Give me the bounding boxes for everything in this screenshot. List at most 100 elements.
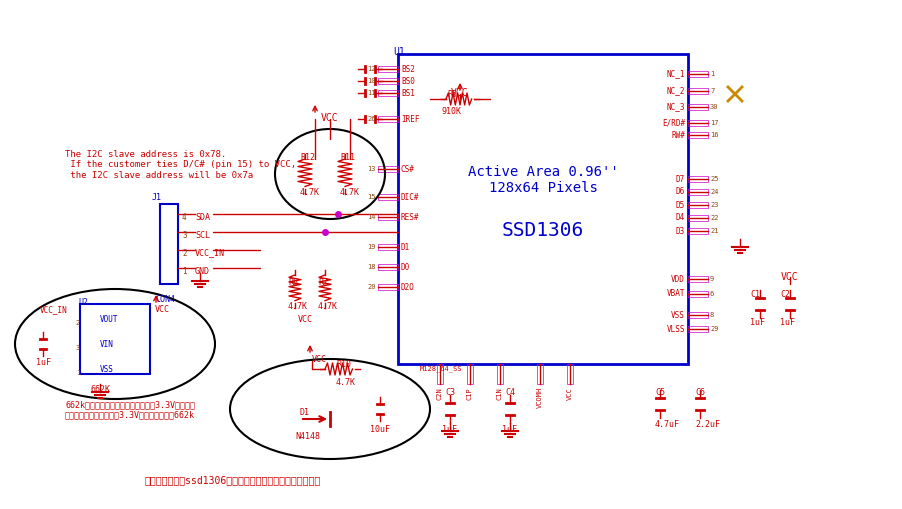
Text: C2N: C2N — [437, 386, 443, 399]
Text: D1: D1 — [400, 242, 410, 251]
Text: 4.7K: 4.7K — [318, 301, 337, 310]
Text: C1N: C1N — [496, 386, 502, 399]
Text: CON4: CON4 — [155, 294, 175, 303]
Bar — [378, 117, 398, 123]
Bar — [687, 203, 707, 209]
Text: M128_64_SS: M128_64_SS — [419, 364, 462, 371]
Text: U1: U1 — [392, 47, 404, 57]
Bar — [466, 364, 473, 384]
Bar — [378, 215, 398, 220]
Text: 7: 7 — [709, 88, 713, 94]
Text: R11: R11 — [340, 153, 354, 162]
Bar — [378, 166, 398, 173]
Text: C6: C6 — [695, 387, 704, 396]
Text: C4: C4 — [504, 387, 514, 396]
Bar — [566, 364, 573, 384]
Bar — [378, 79, 398, 85]
Text: 21: 21 — [709, 228, 718, 234]
Bar — [687, 292, 707, 297]
Bar — [378, 285, 398, 291]
Text: NC_3: NC_3 — [666, 102, 685, 111]
Text: 2: 2 — [76, 319, 80, 325]
Text: 1uF: 1uF — [502, 424, 517, 433]
Text: 4: 4 — [182, 212, 187, 221]
Bar — [437, 364, 443, 384]
Text: VIN: VIN — [100, 340, 114, 348]
Text: VLSS: VLSS — [666, 324, 685, 333]
Text: 23: 23 — [709, 202, 718, 208]
Bar — [687, 121, 707, 127]
Text: 1uF: 1uF — [442, 424, 457, 433]
Text: 4.7K: 4.7K — [288, 301, 308, 310]
Text: 硬件复位电路，ssd1306在上电额间需要复位，才能正常工作: 硬件复位电路，ssd1306在上电额间需要复位，才能正常工作 — [144, 474, 321, 484]
Text: N4148: N4148 — [295, 431, 319, 440]
Text: RES#: RES# — [400, 212, 419, 221]
Text: 1: 1 — [709, 71, 713, 77]
Text: VCOMH: VCOMH — [537, 386, 542, 407]
Text: R12: R12 — [299, 153, 315, 162]
Text: 20: 20 — [367, 284, 375, 290]
Bar — [496, 364, 502, 384]
Text: NC_2: NC_2 — [666, 87, 685, 95]
Bar — [687, 276, 707, 282]
Text: 4.7K: 4.7K — [336, 377, 355, 386]
Text: 4.7uF: 4.7uF — [654, 419, 679, 428]
Text: VCC: VCC — [312, 354, 327, 363]
Text: 18: 18 — [367, 264, 375, 269]
Bar — [687, 105, 707, 111]
Text: R10: R10 — [336, 359, 351, 369]
Text: 15: 15 — [367, 193, 375, 200]
Text: SCL: SCL — [195, 230, 210, 239]
Text: 662K: 662K — [90, 384, 110, 393]
Text: BS1: BS1 — [400, 89, 414, 97]
Bar — [687, 89, 707, 95]
Text: 1uF: 1uF — [35, 357, 51, 366]
Text: 2.2uF: 2.2uF — [695, 419, 719, 428]
Text: VCC: VCC — [451, 88, 468, 98]
Text: 16: 16 — [709, 132, 718, 138]
Text: C1P: C1P — [466, 386, 473, 399]
Bar — [378, 91, 398, 97]
Bar — [378, 194, 398, 201]
Text: 11: 11 — [367, 90, 375, 96]
Text: 13: 13 — [367, 165, 375, 172]
Bar — [687, 326, 707, 332]
Text: 22: 22 — [709, 215, 718, 220]
Text: VCC: VCC — [297, 315, 312, 323]
Text: 9: 9 — [709, 275, 713, 281]
Bar — [378, 67, 398, 73]
Text: 1uF: 1uF — [779, 318, 794, 326]
Text: VCC_IN: VCC_IN — [40, 304, 68, 314]
Text: U2: U2 — [78, 297, 87, 306]
Text: RW#: RW# — [670, 130, 685, 139]
Bar — [160, 205, 178, 285]
Bar — [687, 133, 707, 139]
Text: C5: C5 — [654, 387, 664, 396]
Text: R6: R6 — [288, 277, 298, 287]
Bar — [378, 265, 398, 270]
Text: 2: 2 — [182, 248, 187, 257]
Text: D7: D7 — [675, 174, 685, 183]
Text: D5: D5 — [675, 200, 685, 209]
Text: 8: 8 — [709, 312, 713, 318]
Text: SSD1306: SSD1306 — [502, 220, 584, 239]
Text: 29: 29 — [709, 325, 718, 331]
Text: VDD: VDD — [670, 274, 685, 283]
Text: D4: D4 — [675, 213, 685, 222]
Bar — [687, 177, 707, 183]
Text: VCC: VCC — [780, 271, 798, 281]
Bar — [378, 244, 398, 250]
Text: VOUT: VOUT — [100, 315, 118, 323]
Bar — [537, 364, 542, 384]
Text: 1: 1 — [76, 369, 80, 375]
Bar — [80, 304, 150, 374]
Text: SDA: SDA — [195, 212, 210, 221]
Text: 3: 3 — [182, 230, 187, 239]
Text: 1: 1 — [182, 266, 187, 275]
Text: Active Area 0.96''
128x64 Pixels: Active Area 0.96'' 128x64 Pixels — [467, 164, 618, 195]
Bar — [687, 313, 707, 318]
Text: 662k为一个稳唸管，当外部电压低于3.3V时对电路
起到保护作用，如直接接3.3V电源，则不需要662k: 662k为一个稳唸管，当外部电压低于3.3V时对电路 起到保护作用，如直接接3.… — [65, 399, 195, 418]
Text: VBAT: VBAT — [666, 289, 685, 298]
Text: DIC#: DIC# — [400, 192, 419, 201]
Text: VCC: VCC — [155, 304, 170, 314]
